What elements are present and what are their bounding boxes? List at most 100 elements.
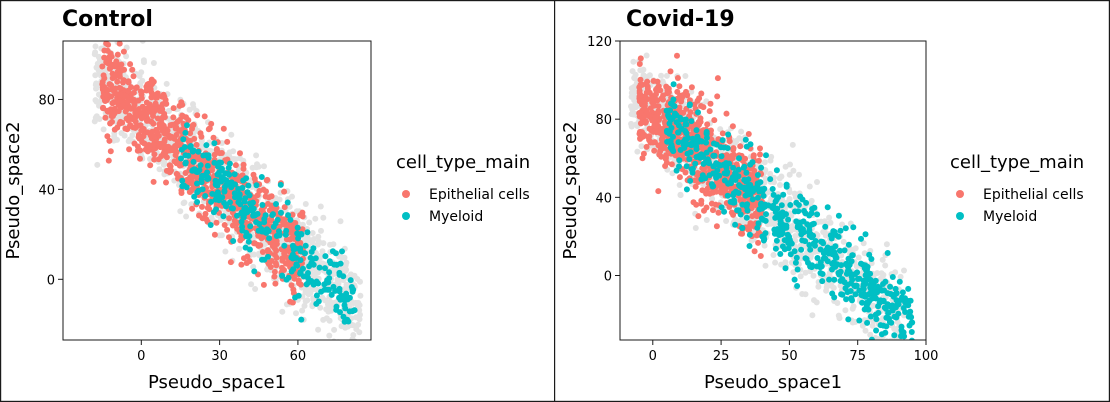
x-axis-title: Pseudo_space1	[704, 372, 842, 393]
scatter-point	[346, 308, 353, 315]
scatter-point	[634, 148, 641, 155]
scatter-point	[677, 114, 684, 121]
scatter-point	[874, 283, 881, 290]
scatter-point	[283, 276, 290, 283]
scatter-point	[856, 287, 863, 294]
scatter-point	[166, 162, 173, 169]
scatter-point	[842, 225, 849, 232]
scatter-point	[181, 144, 188, 150]
scatter-point	[896, 278, 903, 285]
scatter-point	[664, 138, 671, 145]
scatter-point	[99, 81, 106, 88]
scatter-point	[227, 259, 234, 266]
scatter-point	[743, 143, 750, 150]
scatter-point	[228, 179, 235, 186]
scatter-point	[799, 291, 806, 297]
scatter-point	[331, 261, 338, 268]
scatter-point	[243, 260, 250, 266]
scatter-point	[96, 116, 103, 122]
scatter-point	[270, 242, 277, 249]
scatter-point	[167, 134, 174, 141]
scatter-point	[708, 200, 715, 207]
scatter-point	[772, 259, 779, 266]
scatter-point	[807, 201, 814, 208]
scatter-point	[883, 241, 890, 248]
scatter-point	[852, 245, 859, 252]
scatter-point	[116, 41, 123, 47]
scatter-point	[170, 114, 177, 121]
scatter-point	[279, 308, 286, 315]
scatter-point	[662, 163, 669, 169]
scatter-point	[212, 181, 219, 188]
scatter-point	[271, 273, 278, 280]
scatter-point	[232, 162, 239, 169]
scatter-point	[653, 121, 660, 127]
scatter-point	[849, 276, 856, 283]
scatter-point	[868, 336, 875, 340]
scatter-point	[305, 279, 312, 286]
scatter-point	[879, 256, 886, 263]
scatter-point	[698, 200, 705, 207]
scatter-point	[736, 155, 742, 162]
scatter-point	[835, 233, 842, 240]
scatter-point	[288, 282, 295, 289]
scatter-point	[905, 298, 912, 304]
scatter-point	[824, 204, 831, 211]
scatter-point	[242, 244, 249, 251]
scatter-point	[738, 230, 744, 237]
scatter-point	[736, 182, 742, 189]
scatter-point	[138, 89, 145, 96]
scatter-point	[112, 90, 119, 97]
scatter-point	[151, 151, 158, 158]
scatter-point	[719, 137, 726, 144]
scatter-point	[188, 187, 195, 194]
scatter-point	[797, 273, 804, 280]
scatter-point	[247, 200, 254, 207]
series-myeloid-points	[178, 122, 358, 325]
scatter-point	[807, 246, 814, 253]
scatter-point	[639, 155, 646, 162]
scatter-point	[782, 265, 789, 272]
scatter-point	[751, 248, 758, 255]
scatter-point	[245, 182, 252, 189]
scatter-point	[337, 260, 344, 267]
scatter-point	[751, 167, 758, 174]
scatter-point	[754, 172, 761, 178]
scatter-point	[630, 58, 637, 65]
scatter-point	[313, 292, 320, 299]
scatter-point	[858, 260, 864, 267]
scatter-point	[754, 224, 761, 231]
legend-label-epithelial: Epithelial cells	[429, 187, 530, 203]
scatter-point	[636, 93, 643, 100]
scatter-point	[663, 72, 670, 79]
scatter-point	[809, 312, 816, 319]
scatter-point	[814, 255, 821, 261]
scatter-point	[178, 155, 184, 162]
scatter-point	[716, 162, 723, 168]
scatter-point	[673, 167, 680, 174]
scatter-point	[129, 66, 136, 73]
scatter-point	[160, 150, 167, 157]
scatter-point	[710, 183, 717, 190]
scatter-point	[310, 236, 317, 242]
scatter-point	[265, 261, 272, 267]
scatter-point	[132, 124, 139, 131]
scatter-point	[806, 212, 813, 219]
scatter-point	[283, 236, 290, 243]
scatter-point	[107, 148, 114, 155]
scatter-point	[166, 108, 172, 114]
scatter-point	[905, 313, 912, 320]
scatter-point	[814, 211, 821, 218]
scatter-point	[682, 73, 689, 79]
scatter-point	[759, 188, 766, 194]
scatter-point	[698, 90, 705, 97]
scatter-point	[806, 183, 813, 190]
scatter-point	[318, 227, 324, 234]
scatter-point	[353, 326, 360, 333]
scatter-point	[862, 231, 869, 238]
scatter-point	[676, 182, 683, 188]
scatter-point	[650, 101, 657, 108]
scatter-point	[628, 89, 635, 96]
scatter-point	[647, 139, 654, 146]
